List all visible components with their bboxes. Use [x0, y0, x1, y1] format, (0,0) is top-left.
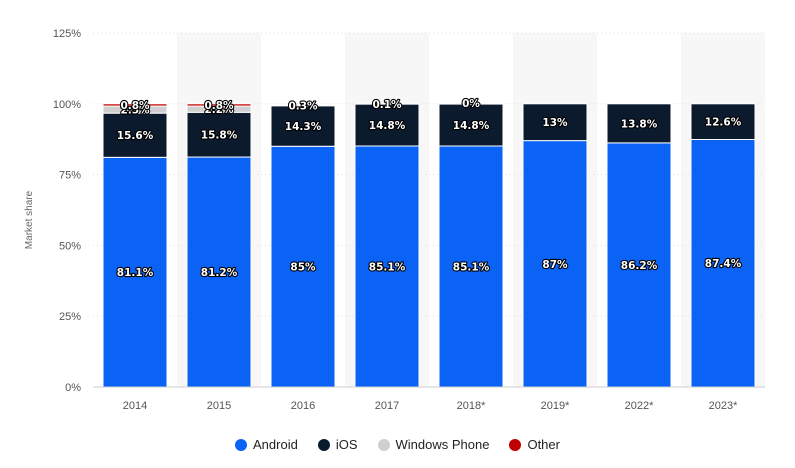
bar-android: [606, 142, 672, 388]
data-label: 87%: [542, 259, 568, 271]
bar-ios: [354, 103, 420, 147]
data-label: 12.6%: [705, 117, 742, 129]
y-tick-label: 50%: [59, 240, 81, 252]
legend-label: Other: [527, 437, 560, 452]
x-tick-label: 2018*: [457, 400, 486, 412]
bar-ios: [606, 103, 672, 144]
y-tick-label: 100%: [53, 99, 81, 111]
y-tick-label: 125%: [53, 28, 81, 40]
data-label: 2.2%: [204, 104, 234, 116]
bar-ios: [438, 103, 504, 147]
legend-item[interactable]: iOS: [317, 437, 358, 452]
bar-android: [270, 145, 336, 388]
data-label: 85.1%: [453, 261, 490, 273]
bar-android: [690, 138, 756, 388]
x-tick-label: 2017: [375, 400, 399, 412]
data-label: 86.2%: [621, 260, 658, 272]
bar-ios: [270, 105, 336, 147]
x-tick-label: 2019*: [541, 400, 570, 412]
x-tick-label: 2016: [291, 400, 315, 412]
legend-marker: [377, 438, 390, 451]
data-label: 0.3%: [288, 100, 318, 112]
data-label: 14.3%: [285, 121, 322, 133]
y-tick-label: 75%: [59, 170, 81, 182]
data-label: 14.8%: [453, 120, 490, 132]
data-label: 81.2%: [201, 267, 238, 279]
data-label: 13%: [542, 117, 568, 129]
x-tick-label: 2023*: [709, 400, 738, 412]
data-label: 85%: [290, 262, 316, 274]
legend-item[interactable]: Windows Phone: [377, 437, 490, 452]
bar-android: [522, 140, 588, 388]
x-tick-label: 2015: [207, 400, 231, 412]
data-label: 0%: [462, 98, 480, 110]
data-label: 15.6%: [117, 130, 154, 142]
bar-ios: [522, 103, 588, 142]
y-tick-label: 0%: [65, 382, 81, 394]
data-label: 85.1%: [369, 261, 406, 273]
data-label: 14.8%: [369, 120, 406, 132]
y-tick-label: 25%: [59, 311, 81, 323]
legend-label: Android: [253, 437, 298, 452]
legend-marker: [317, 438, 330, 451]
data-label: 0.8%: [204, 100, 234, 112]
x-tick-label: 2014: [123, 400, 147, 412]
bar-ios: [186, 111, 252, 158]
bar-ios: [690, 103, 756, 140]
data-label: 0.1%: [372, 99, 402, 111]
bar-other: [270, 104, 336, 107]
x-tick-label: 2022*: [625, 400, 654, 412]
bar-android: [186, 156, 252, 388]
bar-other: [186, 103, 252, 107]
data-label: 87.4%: [705, 258, 742, 270]
bar-android: [438, 145, 504, 388]
legend-label: iOS: [335, 437, 358, 452]
legend-item[interactable]: Android: [235, 437, 298, 452]
legend-marker: [509, 438, 522, 451]
bar-other: [102, 103, 168, 107]
legend-item[interactable]: Other: [509, 437, 560, 452]
legend-label: Windows Phone: [395, 437, 490, 452]
legend-marker: [235, 438, 248, 451]
legend: Android iOS Windows Phone Other: [0, 437, 795, 452]
y-axis-label: Market share: [24, 190, 35, 249]
data-label: 2.5%: [120, 105, 150, 117]
data-label: 0.8%: [120, 100, 150, 112]
data-label: 15.8%: [201, 130, 238, 142]
data-label: 81.1%: [117, 267, 154, 279]
data-label: 13.8%: [621, 118, 658, 130]
